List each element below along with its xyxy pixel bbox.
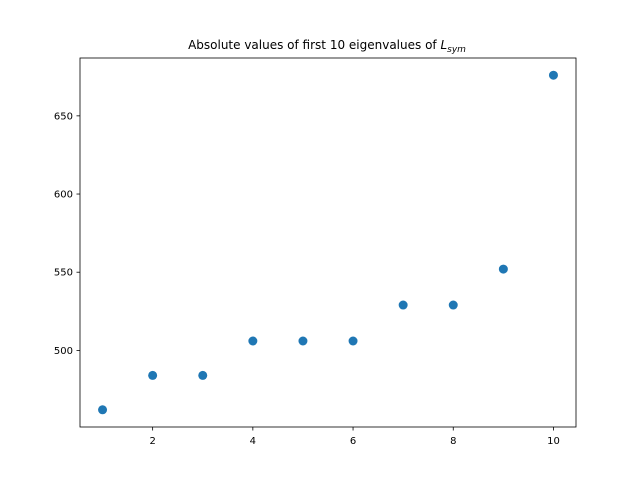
x-tick-label: 2 [149, 436, 155, 447]
data-point [298, 336, 308, 346]
x-tick-label: 8 [450, 436, 456, 447]
plot-area-frame [79, 57, 577, 428]
data-point [148, 370, 158, 380]
data-point [548, 70, 558, 80]
y-tick-label: 500 [54, 346, 73, 357]
y-tick-label: 600 [54, 190, 73, 201]
y-tick-label: 650 [54, 111, 73, 122]
chart-title-math-sub: sym [447, 45, 466, 55]
x-tick-label: 10 [547, 436, 560, 447]
y-tick-label: 550 [54, 268, 73, 279]
data-points [98, 70, 558, 415]
chart-title-math-base: L [440, 38, 447, 52]
chart-title-prefix: Absolute values of first 10 eigenvalues … [188, 38, 440, 52]
data-point [198, 370, 208, 380]
data-point [398, 300, 408, 310]
x-tick-label: 6 [350, 436, 356, 447]
data-point [498, 264, 508, 274]
data-point [448, 300, 458, 310]
data-point [98, 405, 108, 415]
chart-title: Absolute values of first 10 eigenvalues … [188, 38, 466, 55]
x-tick-label: 4 [250, 436, 256, 447]
data-point [348, 336, 358, 346]
axis-ticks: 2 4 6 8 10 500 550 600 650 [54, 111, 560, 447]
data-point [248, 336, 258, 346]
